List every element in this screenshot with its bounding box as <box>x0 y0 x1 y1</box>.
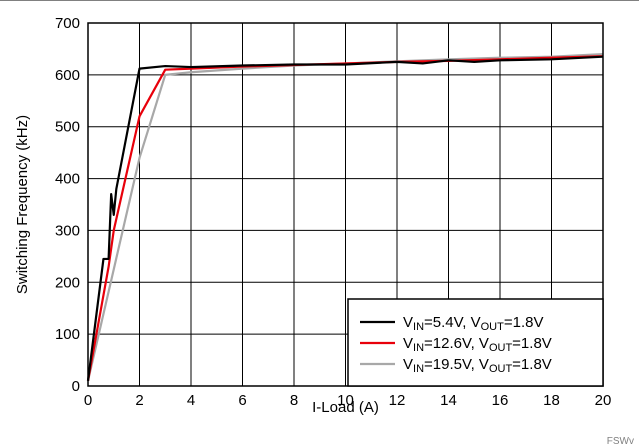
x-tick-label: 20 <box>595 392 612 409</box>
legend-entry: VIN=19.5V, VOUT=1.8V <box>403 356 552 375</box>
x-axis-title: I-Load (A) <box>312 399 379 416</box>
x-tick-label: 12 <box>389 392 406 409</box>
y-tick-label: 300 <box>55 222 80 239</box>
y-tick-label: 500 <box>55 119 80 136</box>
x-tick-label: 10 <box>337 392 354 409</box>
x-tick-label: 16 <box>492 392 509 409</box>
x-tick-label: 6 <box>238 392 246 409</box>
x-tick-label: 14 <box>440 392 457 409</box>
y-axis-title: Switching Frequency (kHz) <box>14 115 31 294</box>
series-line <box>86 55 604 381</box>
x-tick-label: 0 <box>84 392 92 409</box>
y-tick-label: 600 <box>55 67 80 84</box>
figure-id: FSWv <box>607 436 634 447</box>
x-tick-label: 8 <box>290 392 298 409</box>
plot-frame <box>87 22 604 387</box>
x-tick-label: 18 <box>543 392 560 409</box>
y-tick-label: 0 <box>72 378 80 395</box>
y-tick-label: 400 <box>55 171 80 188</box>
legend: VIN=5.4V, VOUT=1.8V VIN=12.6V, VOUT=1.8V V… <box>347 298 604 387</box>
x-tick-label: 2 <box>135 392 143 409</box>
series-lines <box>86 53 604 382</box>
legend-entry: VIN=12.6V, VOUT=1.8V <box>403 335 552 354</box>
y-tick-label: 700 <box>55 15 80 32</box>
y-tick-label: 200 <box>55 274 80 291</box>
y-tick-label: 100 <box>55 326 80 343</box>
legend-entry: VIN=5.4V, VOUT=1.8V <box>403 314 543 333</box>
x-tick-label: 4 <box>187 392 195 409</box>
